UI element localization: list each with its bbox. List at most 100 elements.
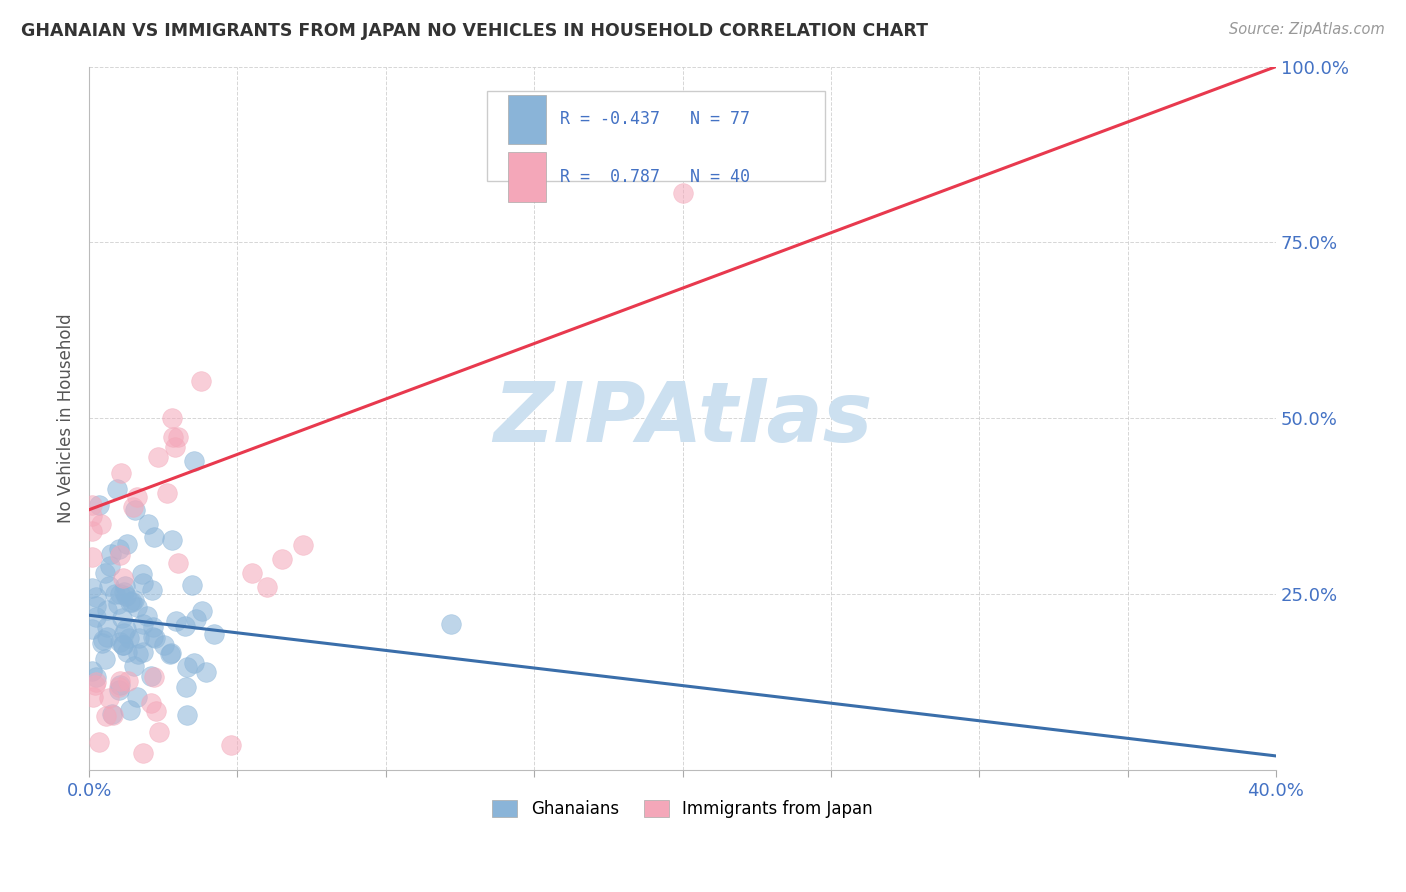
Point (114, 579, 136, 593)
Point (98, 690, 121, 705)
Point (87, 498, 110, 512)
Point (96, 630, 118, 644)
Point (141, 669, 163, 683)
Point (139, 696, 162, 710)
Point (152, 638, 174, 652)
Point (108, 548, 131, 562)
Point (80, 664, 103, 678)
Point (148, 724, 170, 739)
Point (110, 673, 132, 688)
Point (142, 619, 165, 633)
Point (131, 567, 153, 582)
Point (104, 587, 127, 601)
Point (125, 490, 148, 504)
Point (118, 595, 141, 609)
Point (159, 647, 181, 661)
Point (96, 620, 118, 634)
Point (103, 708, 125, 723)
Point (240, 566, 263, 580)
Text: GHANAIAN VS IMMIGRANTS FROM JAPAN NO VEHICLES IN HOUSEHOLD CORRELATION CHART: GHANAIAN VS IMMIGRANTS FROM JAPAN NO VEH… (21, 22, 928, 40)
Point (84, 609, 107, 624)
Point (183, 453, 205, 467)
Point (117, 673, 139, 688)
Point (132, 747, 155, 761)
Point (84, 590, 107, 604)
Point (84, 670, 107, 684)
FancyBboxPatch shape (508, 95, 546, 144)
Point (122, 659, 145, 673)
Point (107, 541, 129, 556)
Point (160, 411, 183, 425)
Point (176, 708, 198, 723)
Point (132, 576, 155, 591)
Point (118, 631, 141, 645)
Point (107, 597, 129, 611)
Point (89, 735, 111, 749)
Point (122, 500, 145, 514)
Legend: Ghanaians, Immigrants from Japan: Ghanaians, Immigrants from Japan (485, 794, 879, 825)
Point (115, 645, 138, 659)
Point (148, 450, 170, 464)
Point (142, 530, 165, 544)
Point (100, 547, 122, 561)
Point (90, 636, 112, 650)
Point (80, 498, 103, 512)
Point (181, 577, 204, 591)
Point (111, 611, 134, 625)
Point (127, 599, 149, 614)
Point (173, 619, 195, 633)
Point (96, 602, 118, 616)
Point (112, 585, 135, 599)
Point (111, 638, 134, 652)
Point (174, 681, 197, 695)
Point (190, 604, 212, 618)
Point (143, 631, 166, 645)
Point (136, 516, 159, 531)
Point (162, 430, 184, 444)
Point (221, 739, 243, 753)
Point (128, 631, 150, 645)
Point (291, 538, 314, 552)
Text: ZIPAtlas: ZIPAtlas (494, 378, 872, 458)
Point (115, 589, 138, 603)
Point (194, 665, 217, 679)
Point (122, 593, 145, 607)
Point (80, 622, 103, 636)
Point (90, 516, 112, 531)
Point (94, 709, 117, 723)
Point (142, 670, 165, 684)
FancyBboxPatch shape (486, 91, 825, 180)
Point (271, 552, 294, 566)
Point (94, 652, 117, 666)
Point (440, 616, 463, 631)
Point (141, 582, 163, 597)
Point (190, 374, 212, 388)
Point (167, 556, 190, 570)
Point (160, 533, 183, 548)
Point (120, 703, 142, 717)
Point (165, 614, 187, 628)
Point (671, 186, 693, 201)
Point (94, 566, 117, 581)
FancyBboxPatch shape (508, 153, 546, 202)
Text: R =  0.787   N = 40: R = 0.787 N = 40 (560, 168, 751, 186)
Point (186, 612, 208, 626)
Point (108, 635, 131, 649)
Point (111, 571, 134, 585)
Point (80, 549, 103, 564)
Point (115, 622, 138, 636)
Point (127, 690, 149, 704)
Point (183, 656, 205, 670)
Point (145, 704, 167, 718)
Y-axis label: No Vehicles in Household: No Vehicles in Household (58, 313, 75, 523)
Point (80, 524, 103, 538)
Point (112, 626, 135, 640)
Point (80, 508, 103, 523)
Point (127, 647, 149, 661)
Point (142, 630, 165, 644)
Point (93, 632, 115, 647)
Point (176, 660, 198, 674)
Point (98, 558, 121, 573)
Point (256, 580, 278, 594)
Point (160, 646, 183, 660)
